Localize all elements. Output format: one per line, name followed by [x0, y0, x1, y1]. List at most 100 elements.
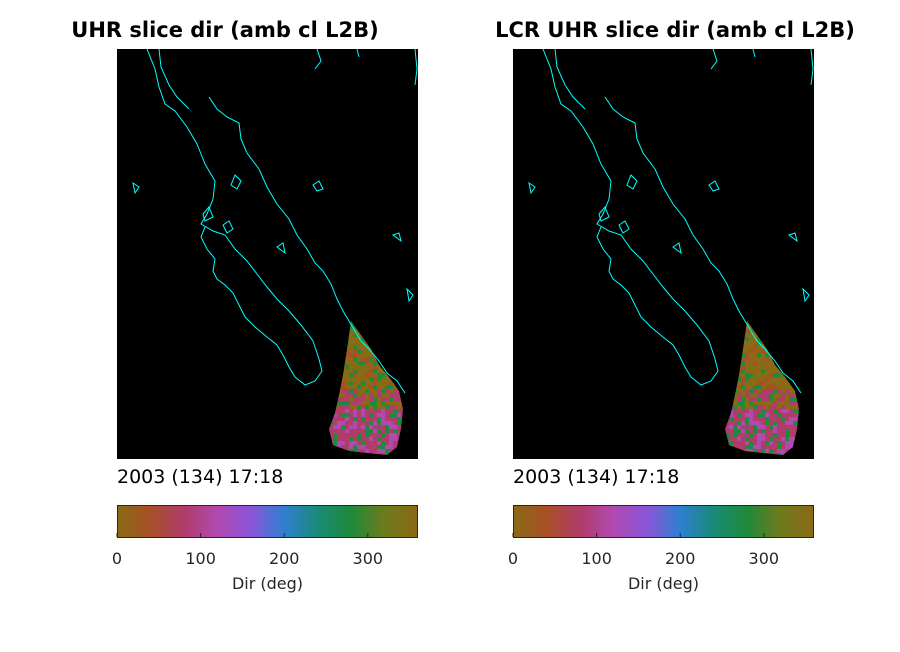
swath-cell: [381, 341, 385, 345]
swath-cell: [345, 381, 349, 385]
swath-cell: [369, 409, 373, 413]
swath-cell: [369, 417, 373, 421]
swath-cell: [401, 345, 403, 349]
swath-cell: [365, 397, 369, 401]
swath-cell: [357, 381, 361, 385]
swath-cell: [737, 413, 741, 417]
swath-cell: [361, 349, 365, 353]
swath-cell: [333, 445, 337, 449]
swath-cell: [765, 425, 769, 429]
swath-cell: [341, 429, 345, 433]
swath-cell: [721, 433, 725, 437]
swath-cell: [357, 401, 361, 405]
swath-cell: [345, 433, 349, 437]
swath-cell: [353, 365, 357, 369]
swath-cell: [333, 429, 337, 433]
swath-cell: [341, 413, 345, 417]
swath-cell: [777, 413, 781, 417]
swath-cell: [365, 349, 369, 353]
swath-cell: [349, 373, 353, 377]
swath-cell: [761, 357, 765, 361]
swath-cell: [397, 353, 401, 357]
swath-cell: [749, 345, 753, 349]
swath-cell: [397, 445, 401, 449]
swath-cell: [761, 413, 765, 417]
swath-cell: [725, 377, 729, 381]
swath-cell: [757, 441, 761, 445]
swath-cell: [377, 405, 381, 409]
swath-cell: [721, 361, 725, 365]
swath-cell: [405, 413, 409, 417]
swath-cell: [797, 333, 799, 337]
swath-cell: [789, 457, 793, 459]
swath-cell: [357, 361, 361, 365]
swath-cell: [397, 325, 401, 329]
swath-cell: [377, 445, 381, 449]
swath-cell: [769, 345, 773, 349]
swath-cell: [349, 365, 353, 369]
swath-cell: [361, 365, 365, 369]
swath-cell: [785, 381, 789, 385]
swath-cell: [401, 333, 403, 337]
swath-cell: [325, 453, 329, 457]
swath-cell: [777, 421, 781, 425]
swath-cell: [337, 373, 341, 377]
swath-cell: [793, 425, 797, 429]
swath-cell: [325, 325, 329, 329]
swath-cell: [365, 317, 369, 321]
swath-cell: [753, 333, 757, 337]
swath-cell: [741, 333, 745, 337]
swath-cell: [337, 345, 341, 349]
swath-cell: [801, 365, 805, 369]
swath-cell: [733, 441, 737, 445]
swath-cell: [353, 445, 357, 449]
swath-cell: [377, 417, 381, 421]
swath-cell: [381, 349, 385, 353]
swath-cell: [365, 457, 369, 459]
swath-cell: [389, 333, 393, 337]
swath-cell: [389, 325, 393, 329]
swath-cell: [345, 353, 349, 357]
swath-cell: [741, 341, 745, 345]
swath-cell: [325, 385, 329, 389]
swath-cell: [393, 453, 397, 455]
swath-cell: [345, 449, 349, 453]
swath-cell: [781, 457, 785, 459]
swath-cell: [725, 361, 729, 365]
swath-cell: [769, 453, 773, 455]
swath-cell: [397, 345, 401, 349]
swath-cell: [797, 433, 799, 437]
swath-cell: [801, 437, 805, 441]
swath-cell: [377, 317, 381, 321]
swath-cell: [773, 369, 777, 373]
swath-cell: [329, 385, 333, 389]
swath-cell: [737, 349, 741, 353]
swath-cell: [397, 457, 401, 459]
swath-cell: [729, 437, 733, 441]
swath-cell: [337, 405, 341, 409]
swath-cell: [365, 357, 369, 361]
swath-cell: [345, 441, 349, 445]
swath-cell: [361, 389, 365, 393]
swath-cell: [369, 341, 373, 345]
swath-cell: [377, 373, 381, 377]
coast-line: [810, 49, 814, 86]
swath-cell: [397, 349, 401, 353]
swath-cell: [349, 381, 353, 385]
swath-cell: [773, 449, 777, 453]
swath-cell: [721, 321, 725, 325]
swath-cell: [405, 353, 409, 357]
swath-cell: [381, 409, 385, 413]
swath-cell: [325, 361, 329, 365]
swath-cell: [721, 405, 725, 409]
swath-cell: [729, 417, 733, 421]
swath-cell: [341, 321, 345, 325]
swath-cell: [333, 341, 337, 345]
swath-cell: [793, 325, 797, 329]
swath-cell: [797, 317, 801, 321]
swath-cell: [369, 381, 373, 385]
swath-cell: [373, 325, 377, 329]
swath-cell: [801, 381, 805, 385]
left-panel: UHR slice dir (amb cl L2B) 2003 (134) 17…: [71, 18, 418, 593]
swath-cell: [385, 413, 389, 417]
